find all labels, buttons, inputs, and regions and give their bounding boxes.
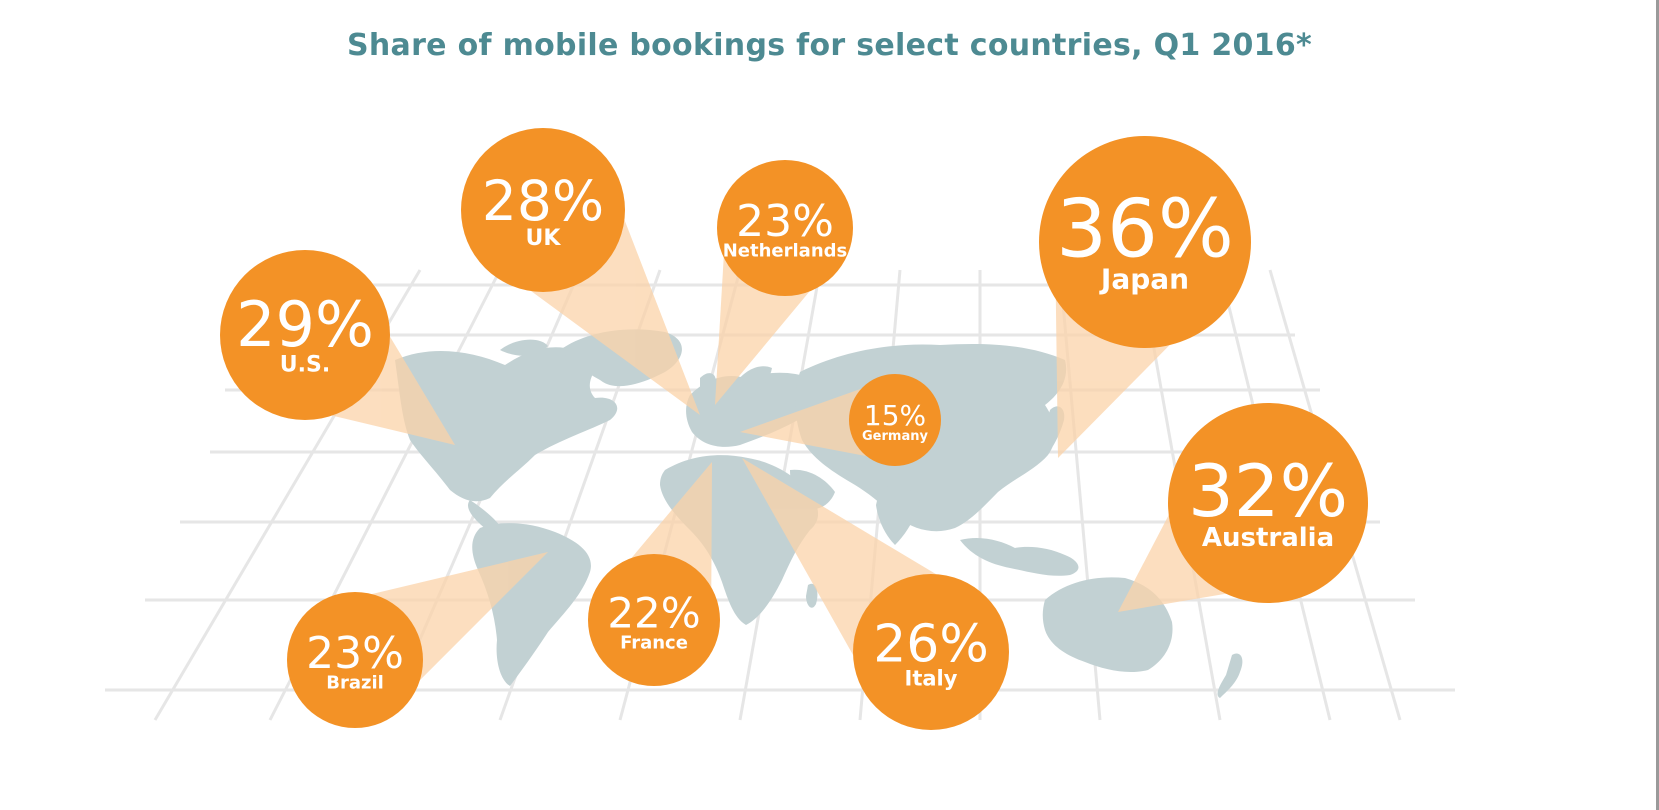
chart-title: Share of mobile bookings for select coun… <box>346 28 1313 63</box>
new-zealand-shape <box>1217 653 1243 698</box>
bubble-netherlands: 23%Netherlands <box>717 160 853 296</box>
value-label-netherlands: 23% <box>736 196 834 247</box>
arctic-islands-shape <box>500 339 548 356</box>
country-label-brazil: Brazil <box>326 673 384 694</box>
north-america-shape <box>395 343 618 502</box>
country-label-japan: Japan <box>1099 263 1189 296</box>
bubble-u-s: 29%U.S. <box>220 250 390 420</box>
country-label-france: France <box>620 632 688 653</box>
india-shape <box>876 485 920 545</box>
value-label-australia: 32% <box>1188 449 1348 533</box>
bubble-circle-italy <box>853 574 1009 730</box>
country-label-netherlands: Netherlands <box>723 241 848 262</box>
bubble-circle-japan <box>1039 136 1251 348</box>
bubble-circle-brazil <box>287 592 423 728</box>
value-label-japan: 36% <box>1056 182 1234 275</box>
bubble-circle-germany <box>849 374 941 466</box>
bubble-circle-uk <box>461 128 625 292</box>
value-label-uk: 28% <box>482 169 604 233</box>
bubble-circle-france <box>588 554 720 686</box>
bubble-brazil: 23%Brazil <box>287 592 423 728</box>
value-label-france: 22% <box>607 589 700 638</box>
bubble-australia: 32%Australia <box>1168 403 1368 603</box>
uk-shape <box>700 373 716 393</box>
value-label-brazil: 23% <box>306 628 404 679</box>
country-label-uk: UK <box>526 226 562 251</box>
country-bubbles: 29%U.S.28%UK 23%Netherlands15%Germany36%J… <box>220 128 1368 730</box>
bubble-germany: 15%Germany <box>849 374 941 466</box>
value-label-germany: 15% <box>864 399 926 432</box>
bubble-circle-netherlands <box>717 160 853 296</box>
madagascar-shape <box>806 583 818 608</box>
bubble-circle-u-s <box>220 250 390 420</box>
bubble-italy: 26%Italy <box>853 574 1009 730</box>
country-label-u-s: U.S. <box>280 352 330 377</box>
country-label-australia: Australia <box>1202 523 1334 553</box>
country-label-italy: Italy <box>905 667 958 691</box>
bubble-japan: 36%Japan <box>1039 136 1251 348</box>
bubble-circle-australia <box>1168 403 1368 603</box>
bubble-france: 22%France <box>588 554 720 686</box>
country-label-germany: Germany <box>862 429 928 444</box>
bubble-uk: 28%UK <box>461 128 625 292</box>
page-edge-rule <box>1656 0 1659 810</box>
se-asia-islands-shape <box>960 537 1079 576</box>
scandinavia-shape <box>730 366 772 401</box>
value-label-italy: 26% <box>873 614 989 674</box>
value-label-u-s: 29% <box>236 288 374 361</box>
